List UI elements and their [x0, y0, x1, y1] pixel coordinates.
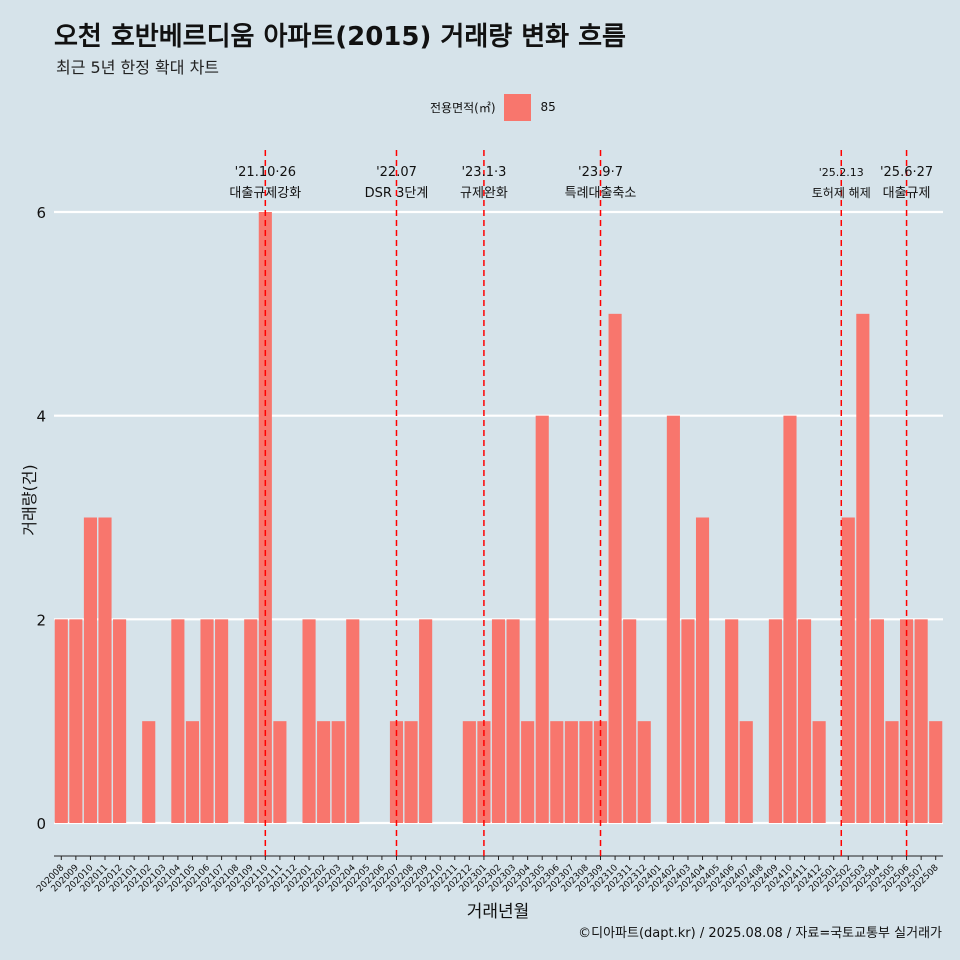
bar [623, 619, 637, 823]
bar [346, 619, 360, 823]
bar [462, 721, 476, 823]
bar [491, 619, 506, 823]
bar [929, 721, 943, 823]
bar [914, 619, 928, 823]
bar [695, 517, 710, 823]
bar [521, 721, 535, 823]
bar [404, 721, 418, 823]
event-date-label: '22.07 [376, 165, 417, 180]
bar [317, 721, 331, 823]
bar [185, 721, 200, 823]
bar [812, 721, 826, 823]
bar [506, 619, 520, 823]
y-tick-label: 6 [36, 204, 46, 222]
bar [54, 619, 68, 823]
bar [200, 619, 214, 823]
chart-subtitle: 최근 5년 한정 확대 차트 [56, 58, 220, 77]
bar [331, 721, 345, 823]
bar [69, 619, 83, 823]
event-date-label: '21.10·26 [235, 165, 296, 180]
bar [535, 415, 549, 823]
event-label: 특례대출축소 [565, 186, 637, 201]
bar [142, 721, 156, 823]
legend: 전용면적(㎡) 85 [430, 93, 556, 121]
bar [681, 619, 695, 823]
bar [171, 619, 185, 823]
bar [725, 619, 739, 823]
bar [739, 721, 753, 823]
y-tick-label: 0 [36, 815, 46, 833]
bar [419, 619, 433, 823]
bar [113, 619, 127, 823]
event-label: 대출규제 [883, 186, 931, 201]
bar [841, 517, 855, 823]
bar [856, 313, 870, 823]
event-label: 토허제 해제 [812, 186, 871, 200]
bar [83, 517, 97, 823]
x-axis-label: 거래년월 [466, 902, 530, 922]
y-axis-label: 거래량(건) [20, 464, 39, 536]
event-date-label: '23.1·3 [461, 165, 506, 180]
event-date-label: '25.6·27 [880, 165, 933, 180]
bar [579, 721, 593, 823]
y-tick-label: 2 [36, 611, 46, 629]
legend-swatch [503, 93, 531, 121]
legend-label: 85 [540, 100, 556, 114]
event-date-label: '23.9·7 [578, 165, 623, 180]
bar [273, 721, 287, 823]
bar [783, 415, 797, 823]
source-caption: ©디아파트(dapt.kr) / 2025.08.08 / 자료=국토교통부 실… [578, 926, 942, 941]
bar [215, 619, 229, 823]
bar [666, 415, 680, 823]
bar [608, 313, 622, 823]
bar [797, 619, 812, 823]
bar [302, 619, 316, 823]
event-label: 규제완화 [460, 186, 508, 201]
chart-title: 오천 호반베르디움 아파트(2015) 거래량 변화 흐름 [54, 22, 626, 52]
bar [564, 721, 578, 823]
y-tick-label: 4 [36, 408, 46, 426]
bar [637, 721, 651, 823]
bar [870, 619, 884, 823]
bar [885, 721, 899, 823]
bar [258, 212, 272, 823]
event-date-label: '25.2.13 [819, 166, 864, 179]
event-label: 대출규제강화 [229, 186, 301, 201]
bar [244, 619, 258, 823]
event-label: DSR 3단계 [365, 186, 429, 201]
bar [768, 619, 782, 823]
bar [550, 721, 564, 823]
bar [98, 517, 112, 823]
legend-title: 전용면적(㎡) [430, 100, 496, 115]
